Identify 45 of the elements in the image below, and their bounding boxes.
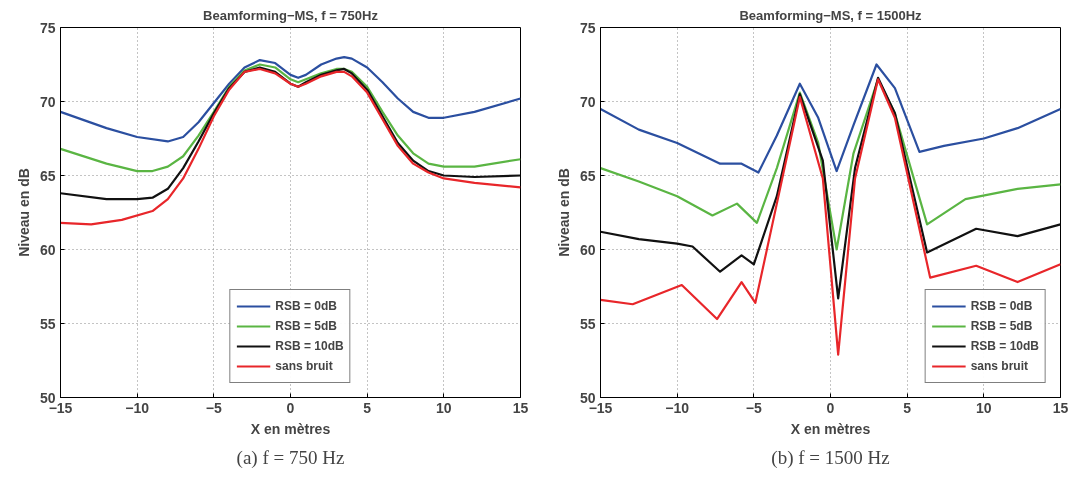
line-series <box>60 56 521 143</box>
x-tick-label: 15 <box>1052 399 1069 416</box>
legend-label: RSB = 5dB <box>970 319 1033 333</box>
y-tick-label: 75 <box>579 19 596 36</box>
text: (a) f = 750 Hz <box>236 446 345 469</box>
x-tick-label: 5 <box>363 399 372 416</box>
legend-label: sans bruit <box>275 359 333 373</box>
y-tick-label: 75 <box>39 19 56 36</box>
legend-label: RSB = 0dB <box>275 299 338 313</box>
x-axis-title: X en mètres <box>790 420 871 437</box>
y-tick-label: 65 <box>579 167 596 184</box>
y-tick-label: 70 <box>39 93 56 110</box>
line-series <box>600 78 1061 356</box>
y-tick-label: 70 <box>579 93 596 110</box>
x-tick-label: −5 <box>205 399 223 416</box>
x-tick-label: 10 <box>436 399 452 416</box>
y-tick-label: 60 <box>579 241 596 258</box>
y-tick-label: 55 <box>579 315 596 332</box>
legend-label: RSB = 10dB <box>970 339 1039 353</box>
chart-title: Beamforming−MS, f = 750Hz <box>203 7 379 23</box>
text: (b) f = 1500 Hz <box>771 446 890 469</box>
y-axis-title: Niveau en dB <box>15 168 32 257</box>
x-tick-label: 15 <box>512 399 529 416</box>
line-series <box>600 76 1061 300</box>
legend-label: sans bruit <box>970 359 1028 373</box>
line-series <box>60 66 521 201</box>
y-tick-label: 55 <box>39 315 56 332</box>
legend-label: RSB = 10dB <box>275 339 344 353</box>
x-axis-title: X en mètres <box>250 420 331 437</box>
x-tick-label: −5 <box>745 399 763 416</box>
x-tick-label: 5 <box>903 399 912 416</box>
y-axis-title: Niveau en dB <box>555 168 572 257</box>
line-series <box>600 63 1061 174</box>
y-tick-label: 65 <box>39 167 56 184</box>
x-tick-label: 0 <box>286 399 295 416</box>
x-tick-label: 0 <box>826 399 835 416</box>
y-tick-label: 60 <box>39 241 56 258</box>
line-series <box>60 67 521 226</box>
x-tick-label: −10 <box>665 399 690 416</box>
legend-label: RSB = 0dB <box>970 299 1033 313</box>
x-tick-label: 10 <box>976 399 992 416</box>
chart-title: Beamforming−MS, f = 1500Hz <box>739 7 923 23</box>
legend-label: RSB = 5dB <box>275 319 338 333</box>
line-series <box>60 63 521 173</box>
x-tick-label: −10 <box>125 399 150 416</box>
